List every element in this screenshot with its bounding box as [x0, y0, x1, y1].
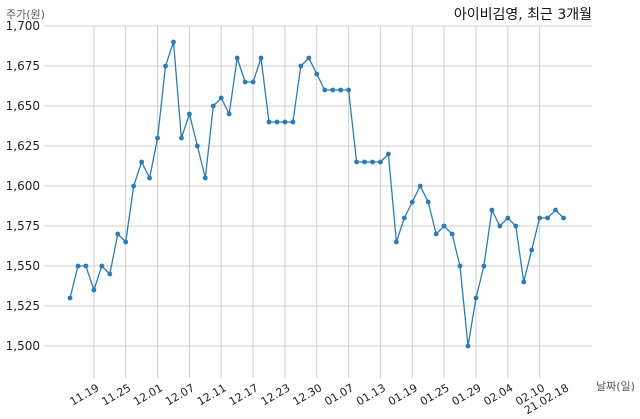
- data-point: [529, 247, 535, 253]
- y-axis-label: 주가(원): [6, 8, 45, 21]
- data-point: [322, 87, 328, 93]
- x-tick-label: 02.04: [482, 381, 516, 408]
- data-point: [258, 55, 264, 61]
- grid: [44, 25, 592, 378]
- data-point: [282, 119, 288, 125]
- data-point: [354, 159, 359, 165]
- y-tick-label: 1,525: [6, 299, 40, 313]
- y-tick-label: 1,550: [6, 259, 40, 273]
- data-point: [497, 223, 503, 229]
- tick-labels: 1,500 1,525 1,550 1,575 1,600 1,625 1,650 1,675…: [6, 19, 571, 417]
- data-point: [370, 159, 375, 165]
- data-point: [393, 239, 399, 245]
- data-point: [155, 135, 160, 141]
- data-point: [401, 215, 407, 221]
- x-tick-label: 01.25: [418, 381, 452, 408]
- data-point: [187, 111, 192, 117]
- data-point: [218, 95, 224, 101]
- data-point: [298, 63, 304, 69]
- data-point: [561, 215, 566, 221]
- x-tick-label: 12.30: [290, 381, 324, 408]
- data-point: [338, 87, 344, 93]
- data-point: [553, 207, 558, 213]
- data-point: [473, 295, 479, 301]
- data-point: [171, 39, 176, 45]
- data-point: [513, 223, 519, 229]
- data-point: [194, 143, 200, 149]
- data-point: [83, 263, 89, 269]
- data-point: [226, 111, 232, 117]
- data-point: [210, 103, 216, 109]
- data-point: [457, 263, 463, 269]
- data-point: [505, 215, 511, 221]
- x-tick-label: 12.01: [131, 381, 165, 408]
- y-tick-label: 1,700: [6, 19, 40, 33]
- x-tick-label: 12.07: [163, 381, 197, 408]
- data-point: [378, 159, 383, 165]
- data-point: [409, 199, 415, 205]
- data-point: [481, 263, 487, 269]
- y-tick-label: 1,650: [6, 99, 40, 113]
- data-point: [417, 183, 423, 189]
- data-point: [386, 151, 391, 157]
- x-tick-label: 11.25: [99, 381, 133, 408]
- data-point: [115, 231, 121, 237]
- y-tick-label: 1,500: [6, 339, 40, 353]
- data-point: [163, 63, 168, 69]
- x-tick-label: 11.19: [68, 381, 102, 408]
- data-point: [521, 279, 527, 285]
- x-tick-label: 12.11: [195, 381, 229, 408]
- data-point: [274, 119, 280, 125]
- x-tick-label: 12.17: [227, 381, 261, 408]
- y-tick-label: 1,675: [6, 59, 40, 73]
- data-point: [266, 119, 272, 125]
- data-point: [362, 159, 367, 165]
- data-point: [99, 263, 105, 269]
- data-point: [179, 135, 184, 141]
- data-point: [441, 223, 447, 229]
- data-point: [234, 55, 240, 61]
- data-point: [131, 183, 137, 189]
- x-tick-label: 01.07: [322, 381, 356, 408]
- data-point: [202, 175, 208, 181]
- data-point: [242, 79, 248, 85]
- data-point: [330, 87, 336, 93]
- data-point: [465, 343, 471, 349]
- series-price: [67, 39, 566, 349]
- data-point: [346, 87, 351, 93]
- chart-title: 아이비김영, 최근 3개월: [454, 7, 592, 23]
- data-point: [545, 215, 550, 221]
- y-tick-label: 1,625: [6, 139, 40, 153]
- data-point: [67, 295, 73, 301]
- y-tick-label: 1,600: [6, 179, 40, 193]
- x-tick-label: 12.23: [259, 381, 293, 408]
- data-point: [489, 207, 495, 213]
- data-point: [314, 71, 320, 77]
- data-point: [433, 231, 439, 237]
- data-point: [147, 175, 153, 181]
- y-tick-label: 1,575: [6, 219, 40, 233]
- data-point: [537, 215, 543, 221]
- data-point: [425, 199, 431, 205]
- x-axis-label: 날짜(일): [596, 379, 635, 393]
- data-point: [75, 263, 81, 269]
- data-point: [123, 239, 129, 245]
- x-tick-label: 01.13: [354, 381, 388, 408]
- data-point: [290, 119, 296, 125]
- x-tick-label: 01.19: [386, 381, 420, 408]
- data-point: [91, 287, 97, 293]
- x-tick-label: 01.29: [450, 381, 484, 408]
- data-point: [139, 159, 145, 165]
- data-point: [449, 231, 455, 237]
- data-point: [107, 271, 113, 277]
- data-point: [306, 55, 312, 61]
- data-point: [250, 79, 256, 85]
